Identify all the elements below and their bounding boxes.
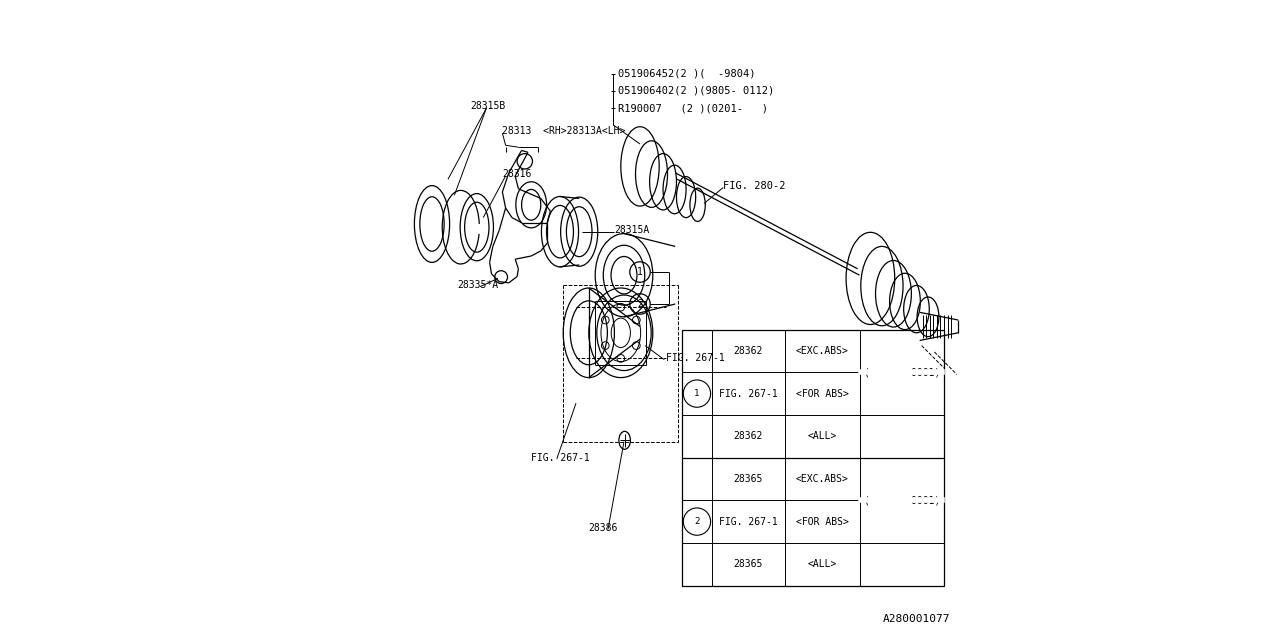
Text: 28386: 28386 xyxy=(589,523,618,533)
Text: 28365: 28365 xyxy=(733,559,763,569)
Text: 28365: 28365 xyxy=(733,474,763,484)
Text: (      -0001): ( -0001) xyxy=(864,495,940,505)
Text: FIG. 267-1: FIG. 267-1 xyxy=(719,516,778,527)
Text: <FOR ABS>: <FOR ABS> xyxy=(796,388,849,399)
Text: 28313  <RH>28313A<LH>: 28313 <RH>28313A<LH> xyxy=(502,126,626,136)
Text: (      -0001): ( -0001) xyxy=(864,367,940,377)
Text: <EXC.ABS>: <EXC.ABS> xyxy=(796,346,849,356)
Text: 1: 1 xyxy=(637,267,643,277)
Text: FIG. 267-1: FIG. 267-1 xyxy=(531,452,590,463)
Bar xyxy=(681,330,943,586)
Text: FIG. 267-1: FIG. 267-1 xyxy=(719,388,778,399)
Text: FIG. 267-1: FIG. 267-1 xyxy=(666,353,724,364)
Text: <EXC.ABS>: <EXC.ABS> xyxy=(796,474,849,484)
Text: 28316: 28316 xyxy=(502,169,531,179)
Text: <ALL>: <ALL> xyxy=(808,431,837,441)
Text: 28315B: 28315B xyxy=(471,100,506,111)
Text: 28362: 28362 xyxy=(733,346,763,356)
Text: 051906452(2 )(  -9804): 051906452(2 )( -9804) xyxy=(618,68,755,79)
Text: FIG. 280-2: FIG. 280-2 xyxy=(723,180,786,191)
Text: 1: 1 xyxy=(694,389,700,398)
Text: 28362: 28362 xyxy=(733,431,763,441)
Text: <ALL>: <ALL> xyxy=(808,559,837,569)
Text: A280001077: A280001077 xyxy=(883,614,950,624)
Text: 051906402(2 )(9805- 0112): 051906402(2 )(9805- 0112) xyxy=(618,86,774,96)
Text: <FOR ABS>: <FOR ABS> xyxy=(796,516,849,527)
Text: 2: 2 xyxy=(637,299,643,309)
Text: 2: 2 xyxy=(694,517,700,526)
Text: R190007   (2 )(0201-   ): R190007 (2 )(0201- ) xyxy=(618,103,768,113)
Text: 28315A: 28315A xyxy=(614,225,650,236)
Text: 28335*A: 28335*A xyxy=(458,280,499,290)
